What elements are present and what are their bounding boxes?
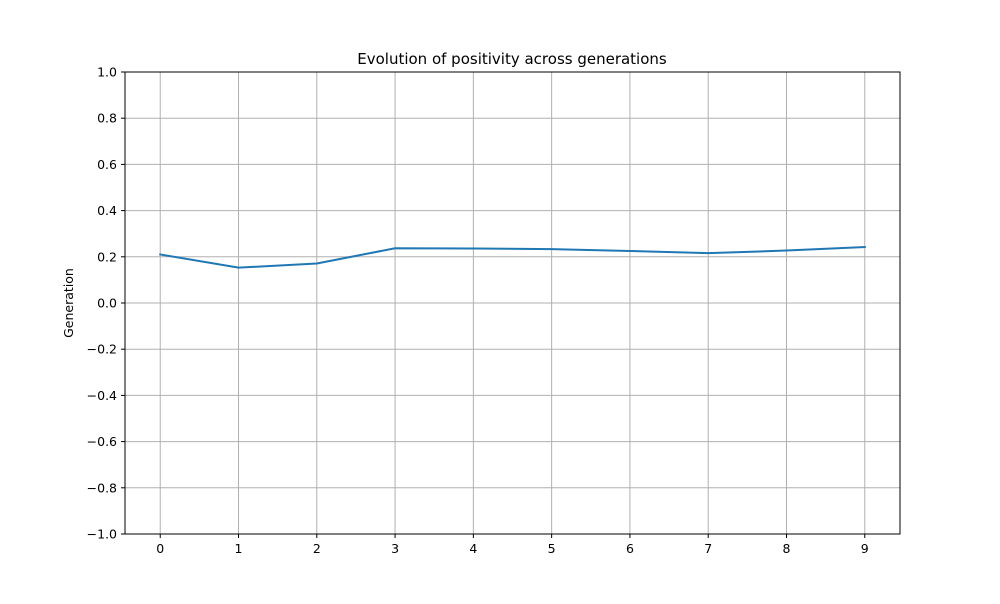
- x-tick-label: 3: [391, 541, 399, 556]
- x-tick-label: 9: [861, 541, 869, 556]
- y-tick-label: −0.4: [87, 388, 117, 403]
- grid: [125, 72, 900, 534]
- x-tick-label: 2: [313, 541, 321, 556]
- y-tick-label: 0.8: [97, 111, 117, 126]
- y-tick-label: 0.4: [97, 203, 117, 218]
- series-layer: [160, 247, 865, 268]
- y-tick-label: −0.2: [87, 342, 117, 357]
- y-tick-label: 0.0: [97, 296, 117, 311]
- y-tick-label: 0.6: [97, 157, 117, 172]
- series-line: [160, 247, 865, 268]
- y-tick-label: 1.0: [97, 65, 117, 80]
- x-tick-label: 6: [626, 541, 634, 556]
- x-tick-label: 1: [235, 541, 243, 556]
- y-tick-label: −0.6: [87, 434, 117, 449]
- ticks: 0 1 2 3 4 5 6 7 8 9 1.0 0.8 0.6 0.4 0.2 0.0 −0.2 −0.4 −0.6…: [87, 65, 869, 557]
- y-tick-label: 0.2: [97, 249, 117, 264]
- y-axis-label: Generation: [61, 268, 76, 338]
- y-tick-label: −1.0: [87, 527, 117, 542]
- y-tick-label: −0.8: [87, 480, 117, 495]
- x-tick-label: 4: [469, 541, 477, 556]
- x-tick-label: 0: [156, 541, 164, 556]
- x-tick-label: 7: [704, 541, 712, 556]
- chart-title: Evolution of positivity across generatio…: [357, 50, 667, 68]
- x-tick-label: 5: [548, 541, 556, 556]
- x-tick-label: 8: [783, 541, 791, 556]
